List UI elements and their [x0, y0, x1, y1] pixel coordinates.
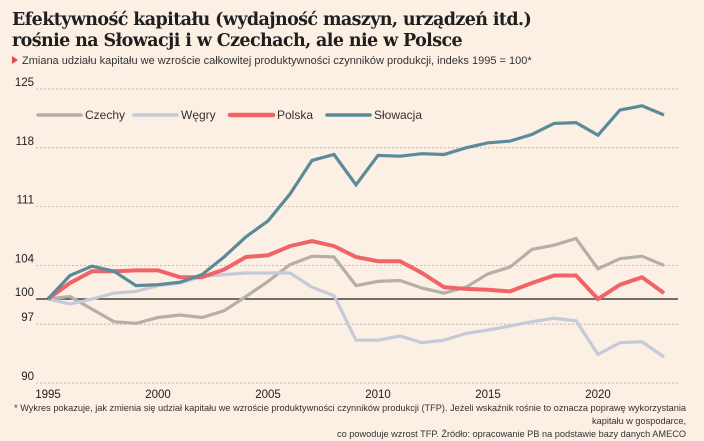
footnote: * Wykres pokazuje, jak zmienia się udzia…	[6, 402, 686, 441]
series-line-węgry	[47, 271, 665, 359]
y-tick-label: 97	[21, 312, 34, 324]
chart-title: Efektywność kapitału (wydajność maszyn, …	[12, 10, 532, 52]
legend-item-węgry: Węgry	[132, 108, 216, 122]
y-tick-label: 125	[15, 77, 34, 89]
series-line-czechy	[47, 236, 665, 326]
title-line-1: Efektywność kapitału (wydajność maszyn, …	[12, 10, 532, 30]
series-line-polska	[46, 238, 666, 302]
legend-label: Czechy	[85, 108, 125, 122]
x-tick-label: 1995	[35, 389, 61, 401]
legend-item-słowacja: Słowacja	[325, 108, 422, 122]
y-tick-label: 100	[15, 287, 34, 299]
chart-subtitle: Zmiana udziału kapitału we wzroście całk…	[12, 55, 532, 67]
y-tick-label: 118	[16, 136, 34, 148]
series-line-słowacja	[46, 104, 665, 301]
series-lines	[46, 104, 666, 359]
y-tick-label: 104	[15, 253, 35, 265]
legend-item-polska: Polska	[227, 108, 313, 122]
footnote-line-2: co powoduje wzrost TFP. Źródło: opracowa…	[337, 429, 686, 439]
legend: Czechy Węgry Polska Słowacja	[36, 108, 422, 122]
title-line-2: rośnie na Słowacji i w Czechach, ale nie…	[12, 31, 463, 51]
x-tick-label: 2000	[145, 389, 171, 401]
y-axis-ticks: 90 97 100 104 111 118 125	[15, 77, 35, 383]
x-tick-label: 2005	[255, 389, 281, 401]
x-tick-label: 2010	[365, 389, 391, 401]
footnote-line-1: * Wykres pokazuje, jak zmienia się udzia…	[14, 403, 686, 426]
legend-item-czechy: Czechy	[36, 108, 125, 122]
x-axis-ticks: 1995 2000 2005 2010 2015 2020	[35, 389, 611, 401]
x-tick-label: 2015	[475, 389, 501, 401]
triangle-bullet-icon	[12, 56, 18, 64]
legend-label: Polska	[277, 108, 313, 122]
subtitle-text: Zmiana udziału kapitału we wzroście całk…	[22, 55, 532, 67]
y-tick-label: 111	[17, 195, 34, 207]
legend-label: Słowacja	[374, 108, 422, 122]
y-tick-label: 90	[21, 371, 34, 383]
grid-lines	[36, 88, 678, 384]
x-tick-label: 2020	[585, 389, 611, 401]
legend-label: Węgry	[181, 108, 216, 122]
